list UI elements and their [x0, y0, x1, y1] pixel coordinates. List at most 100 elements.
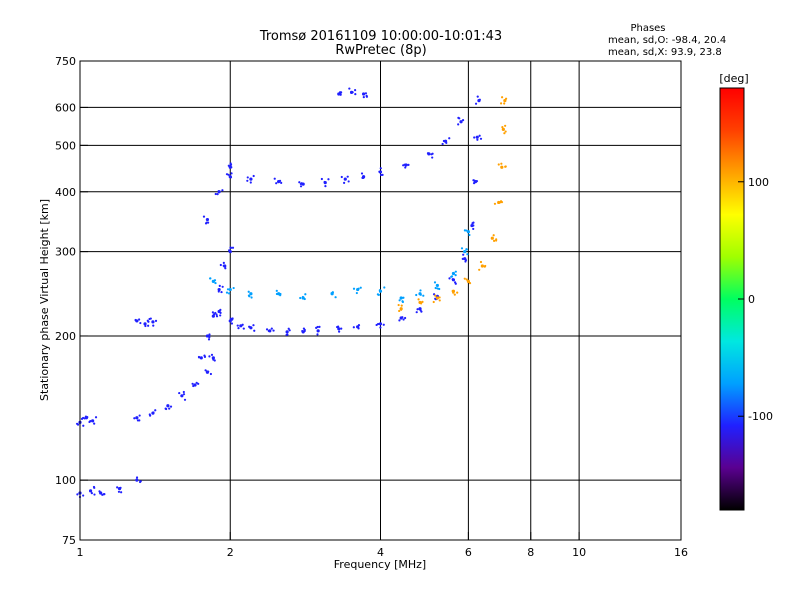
data-point-scatter: [135, 479, 138, 482]
phase-heading: Phases: [630, 23, 665, 34]
data-point-scatter: [320, 177, 323, 181]
data-point-scatter: [492, 239, 496, 242]
data-point-scatter: [205, 221, 208, 224]
data-point-scatter: [236, 324, 239, 327]
data-point-scatter: [208, 336, 211, 339]
data-point-scatter: [379, 173, 383, 177]
x-tick-label: 6: [465, 546, 472, 559]
data-point-scatter: [275, 289, 278, 292]
data-point-scatter: [287, 327, 290, 330]
data-point-scatter: [203, 355, 207, 359]
data-point-scatter: [247, 290, 250, 293]
data-point-scatter: [165, 407, 168, 411]
data-point-scatter: [147, 320, 150, 323]
data-point-scatter: [221, 189, 224, 192]
x-tick-label: 10: [572, 546, 586, 559]
data-point: [249, 292, 253, 296]
data-point: [500, 165, 504, 169]
data-point-scatter: [403, 163, 406, 166]
data-point-scatter: [357, 287, 360, 290]
data-point-scatter: [472, 179, 475, 182]
data-point-scatter: [441, 142, 444, 146]
data-point-scatter: [357, 327, 360, 330]
data-point-scatter: [452, 291, 455, 294]
data-point-scatter: [215, 315, 219, 318]
x-tick-label: 8: [527, 546, 534, 559]
data-point-scatter: [434, 286, 437, 290]
data-point-scatter: [347, 180, 350, 183]
data-point-scatter: [415, 311, 418, 314]
data-point-scatter: [479, 137, 483, 140]
data-point-scatter: [323, 180, 326, 184]
data-point: [199, 356, 203, 360]
data-point-scatter: [267, 329, 270, 332]
data-point-scatter: [356, 325, 359, 328]
data-point-scatter: [154, 319, 158, 322]
data-point-scatter: [252, 174, 255, 178]
data-point-scatter: [426, 152, 430, 155]
data-point: [435, 296, 439, 300]
data-point-scatter: [134, 319, 137, 322]
data-point-scatter: [182, 390, 185, 394]
data-point-scatter: [207, 338, 211, 341]
data-point-scatter: [382, 323, 385, 326]
data-point-scatter: [139, 480, 142, 483]
y-tick-label: 300: [55, 246, 76, 259]
data-point-scatter: [231, 317, 234, 320]
data-point-scatter: [451, 278, 454, 281]
data-point-scatter: [478, 134, 481, 137]
data-point-scatter: [212, 358, 215, 361]
data-point-scatter: [503, 102, 506, 105]
data-point-scatter: [503, 132, 506, 135]
data-point-scatter: [465, 248, 468, 251]
data-point-scatter: [400, 304, 403, 307]
data-point-scatter: [93, 422, 96, 425]
colorbar-tick-label: 0: [748, 293, 755, 306]
data-point-scatter: [419, 309, 422, 312]
data-point-scatter: [351, 91, 354, 94]
data-point-scatter: [275, 182, 278, 185]
data-point: [463, 250, 467, 254]
data-point-scatter: [338, 330, 341, 333]
data-point-scatter: [365, 94, 368, 97]
chart-title: Tromsø 20161109 10:00:00-10:01:43: [259, 29, 502, 44]
colorbar-tick-label: 100: [748, 176, 769, 189]
data-point-scatter: [401, 300, 404, 303]
data-point-scatter: [472, 181, 476, 185]
data-point-scatter: [381, 173, 384, 177]
data-point-scatter: [286, 333, 289, 336]
data-point-scatter: [191, 382, 194, 385]
data-point-scatter: [398, 309, 401, 313]
data-point-scatter: [116, 486, 119, 489]
x-tick-label: 2: [227, 546, 234, 559]
data-point-scatter: [461, 257, 464, 260]
data-point-scatter: [448, 277, 451, 280]
data-point-scatter: [246, 176, 249, 179]
data-point-scatter: [148, 317, 151, 321]
data-point-scatter: [265, 328, 269, 331]
data-point-scatter: [464, 259, 468, 262]
data-point-scatter: [501, 126, 504, 129]
data-point-scatter: [304, 293, 307, 296]
data-point-scatter: [303, 297, 306, 301]
data-point-scatter: [430, 153, 433, 156]
data-point: [285, 330, 289, 334]
data-point-scatter: [219, 263, 222, 267]
data-point-scatter: [152, 411, 155, 414]
data-point-scatter: [499, 102, 503, 105]
y-tick-label: 600: [55, 101, 76, 114]
data-point: [316, 329, 320, 333]
data-point-scatter: [472, 224, 475, 227]
data-point: [337, 327, 341, 331]
data-point-scatter: [147, 324, 150, 327]
phase-o-stats: mean, sd,O: -98.4, 20.4: [608, 35, 726, 46]
data-point-scatter: [500, 201, 504, 204]
data-point-scatter: [457, 123, 460, 126]
data-point-scatter: [402, 318, 405, 321]
data-point: [459, 120, 463, 124]
data-point-scatter: [144, 324, 147, 328]
y-tick-label: 75: [62, 534, 76, 547]
data-point-scatter: [275, 292, 279, 296]
data-point-scatter: [315, 326, 318, 329]
data-point-scatter: [229, 246, 233, 249]
